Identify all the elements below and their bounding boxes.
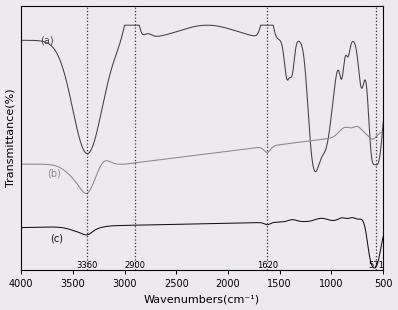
Text: (b): (b)	[47, 168, 61, 178]
Text: 1620: 1620	[257, 261, 278, 270]
Text: 571: 571	[368, 261, 384, 270]
X-axis label: Wavenumbers(cm⁻¹): Wavenumbers(cm⁻¹)	[144, 294, 260, 304]
Text: (c): (c)	[50, 233, 63, 243]
Y-axis label: Transmittance(%): Transmittance(%)	[6, 88, 16, 187]
Text: 2900: 2900	[125, 261, 145, 270]
Text: (a): (a)	[40, 35, 53, 45]
Text: 3360: 3360	[77, 261, 98, 270]
